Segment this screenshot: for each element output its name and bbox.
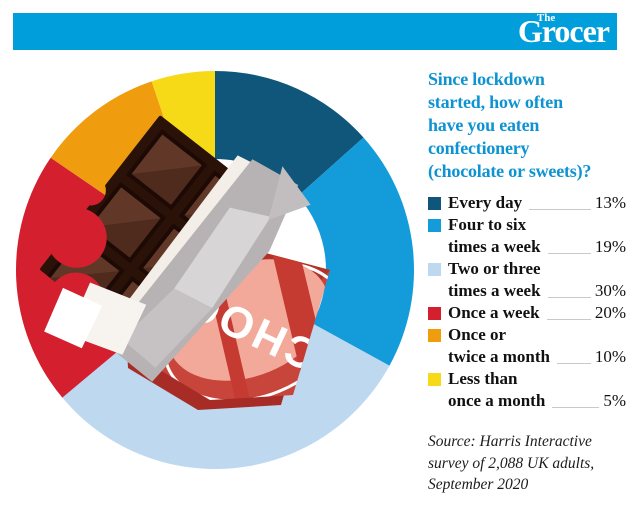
legend-label: Every day (448, 193, 523, 212)
chart-title: Since lockdown started, how often have you… (428, 68, 626, 183)
legend-label: Two or three (448, 259, 541, 278)
leader-line (552, 407, 600, 408)
legend-swatch (428, 329, 441, 342)
source-line: survey of 2,088 UK adults, (428, 454, 595, 472)
donut-segment-5 (151, 71, 215, 165)
foil (44, 155, 311, 382)
leader-line (546, 319, 591, 320)
source-note: Source: Harris Interactive survey of 2,08… (428, 431, 626, 496)
legend-label: times a week (448, 281, 541, 300)
legend-item-3: Once a week 20% (428, 302, 626, 324)
donut-chart: CHOC (15, 71, 415, 470)
legend-value: 10% (594, 347, 626, 366)
legend-label: times a week (448, 237, 541, 256)
source-line: September 2020 (428, 476, 529, 493)
legend-value: 5% (603, 391, 626, 410)
legend: Every day 13% Four to six times a week 19% Tw… (428, 192, 626, 412)
legend-item-0: Every day 13% (428, 192, 626, 214)
legend-label: Once a week (448, 303, 540, 322)
chart-title-line: started, how often (428, 92, 563, 112)
legend-value: 20% (594, 303, 626, 322)
legend-swatch (428, 307, 441, 320)
legend-item-2: Two or three times a week 30% (428, 258, 626, 302)
legend-value: 19% (594, 237, 626, 256)
legend-value: 13% (594, 193, 626, 212)
header-bar: The Grocer (13, 12, 617, 50)
legend-swatch (428, 373, 441, 386)
right-column: Since lockdown started, how often have you… (428, 68, 626, 412)
legend-item-4: Once or twice a month 10% (428, 324, 626, 368)
chocolate-illustration: CHOC (40, 115, 330, 410)
legend-swatch (428, 197, 441, 210)
legend-label: Four to six (448, 215, 527, 234)
donut-segment-1 (297, 137, 415, 366)
chart-title-line: Since lockdown (428, 69, 545, 89)
chart-title-line: confectionery (428, 138, 530, 158)
source-line: Source: Harris Interactive (428, 433, 592, 450)
legend-label: twice a month (448, 347, 550, 366)
legend-swatch (428, 263, 441, 276)
leader-line (529, 209, 591, 210)
logo-the: The (536, 12, 556, 24)
legend-item-1: Four to six times a week 19% (428, 214, 626, 258)
chart-title-line: have you eaten (428, 115, 540, 135)
legend-label: once a month (448, 391, 546, 410)
leader-line (547, 297, 591, 298)
legend-swatch (428, 219, 441, 232)
legend-value: 30% (594, 281, 626, 300)
legend-item-5: Less than once a month 5% (428, 368, 626, 412)
chart-title-line: (chocolate or sweets)? (428, 161, 592, 181)
legend-label: Once or (448, 325, 507, 344)
grocer-logo: The Grocer (517, 12, 610, 50)
leader-line (556, 363, 591, 364)
legend-label: Less than (448, 369, 518, 388)
leader-line (547, 253, 591, 254)
logo-grocer: Grocer (517, 13, 610, 49)
